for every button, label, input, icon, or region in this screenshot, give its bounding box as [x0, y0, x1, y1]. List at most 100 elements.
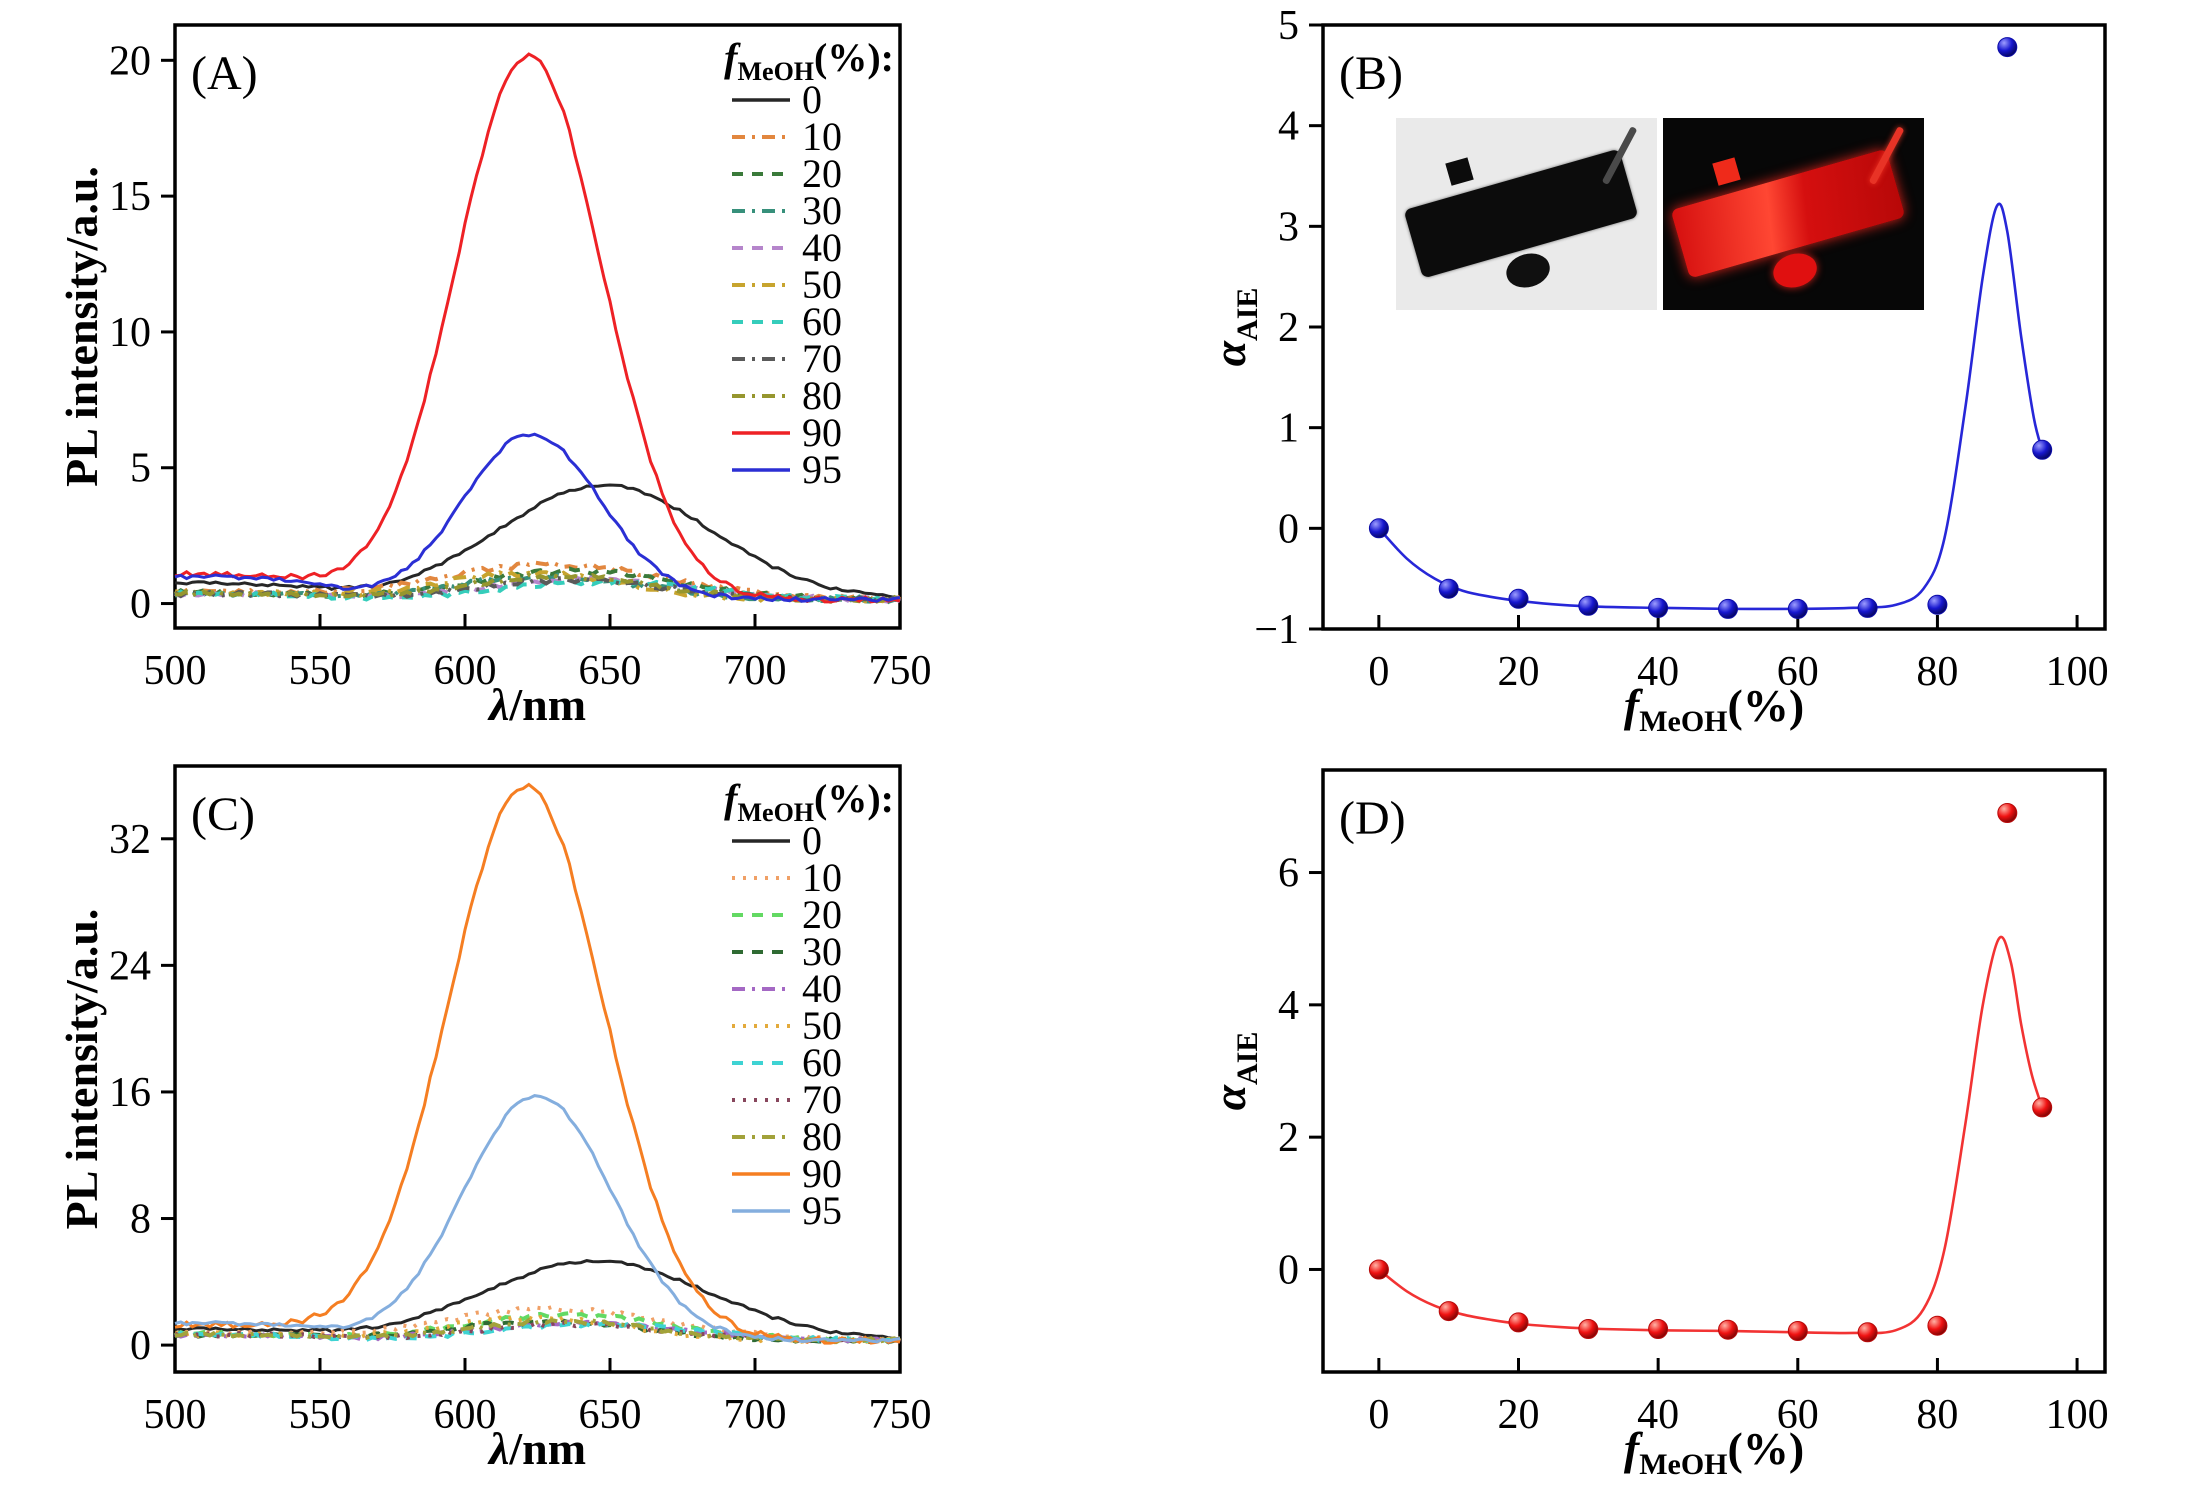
series-line-0	[174, 483, 900, 599]
data-point-90	[1997, 37, 2018, 58]
legend-title: fMeOH(%):	[724, 776, 894, 827]
data-point-0	[1368, 1259, 1389, 1280]
data-point-60	[1787, 598, 1808, 619]
data-point-60	[1787, 1321, 1808, 1341]
x-tick-label: 20	[1498, 649, 1540, 695]
fit-curve	[1377, 202, 2044, 611]
legend-label-0: 0	[802, 818, 822, 863]
x-tick-label: 650	[579, 648, 642, 694]
y-tick-label: 5	[1278, 3, 1299, 49]
y-tick-label: 32	[109, 817, 151, 863]
y-tick-label: 4	[1278, 104, 1299, 150]
x-tick-label: 700	[724, 648, 787, 694]
x-tick-label: 700	[724, 1392, 787, 1438]
legend-label-0: 0	[802, 77, 822, 122]
plot-border	[1321, 768, 2107, 1374]
y-tick-label: 0	[130, 582, 151, 628]
legend-label-80: 80	[802, 373, 842, 418]
y-tick-label: 16	[109, 1070, 151, 1116]
y-tick-label: 2	[1278, 305, 1299, 351]
series-line-95	[174, 1094, 901, 1344]
x-axis-label: λ/nm	[487, 1423, 586, 1474]
legend-label-20: 20	[802, 892, 842, 937]
data-point-80	[1927, 1315, 1948, 1336]
x-tick-label: 100	[2046, 1392, 2109, 1438]
y-axis-label: PL intensity/a.u.	[56, 909, 107, 1230]
x-tick-label: 80	[1916, 649, 1958, 695]
legend-label-50: 50	[802, 262, 842, 307]
legend-label-90: 90	[802, 410, 842, 455]
crystal-ridge-glow	[1712, 157, 1742, 187]
y-tick-label: 0	[1278, 1247, 1299, 1293]
series-line-0	[174, 1259, 900, 1341]
x-tick-label: 650	[579, 1392, 642, 1438]
series-line-80	[174, 572, 901, 604]
panel-b-chart: 0 20 40 60 80 100 −1 0 1 2 3 4 5 (B) fMeOH(%) αAIE	[1204, 3, 2109, 738]
x-tick-label: 550	[289, 1392, 352, 1438]
data-point-20	[1508, 1312, 1529, 1333]
series-line-90	[174, 52, 901, 604]
plot-border	[173, 23, 902, 630]
y-tick-label: 2	[1278, 1115, 1299, 1161]
fit-curve	[1378, 935, 2044, 1335]
y-tick-label: 5	[130, 446, 151, 492]
data-point-70	[1857, 1322, 1878, 1343]
legend-label-40: 40	[802, 966, 842, 1011]
panel-label: (D)	[1339, 792, 1406, 845]
x-tick-label: 0	[1368, 649, 1389, 695]
x-tick-label: 600	[434, 1392, 497, 1438]
legend-label-60: 60	[802, 299, 842, 344]
legend-label-60: 60	[802, 1040, 842, 1085]
x-tick-label: 600	[434, 648, 497, 694]
y-tick-label: 1	[1278, 406, 1299, 452]
y-axis-label: PL intensity/a.u.	[56, 166, 107, 487]
data-point-30	[1578, 595, 1599, 616]
crystal-photo-fluorescent	[1663, 118, 1924, 310]
legend-label-95: 95	[802, 447, 842, 492]
legend-label-70: 70	[802, 1077, 842, 1122]
x-tick-label: 500	[144, 1392, 207, 1438]
y-tick-label: 4	[1278, 983, 1299, 1029]
legend-label-80: 80	[802, 1114, 842, 1159]
x-tick-label: 550	[289, 648, 352, 694]
data-point-70	[1857, 597, 1878, 618]
legend-label-20: 20	[802, 151, 842, 196]
y-tick-label: −1	[1254, 607, 1299, 653]
x-tick-label: 500	[144, 648, 207, 694]
y-tick-label: 3	[1278, 204, 1299, 250]
legend-label-30: 30	[802, 188, 842, 233]
data-point-0	[1368, 518, 1389, 539]
panel-d-chart: 0 20 40 60 80 100 0 2 4 6 (D) fMeOH(%) αAIE	[1204, 768, 2109, 1481]
x-tick-label: 20	[1498, 1392, 1540, 1438]
x-axis-label: λ/nm	[487, 679, 586, 730]
plot-border	[1321, 23, 2107, 631]
x-tick-label: 80	[1916, 1392, 1958, 1438]
data-point-90	[1997, 803, 2018, 823]
data-point-95	[2032, 1097, 2053, 1118]
legend-label-10: 10	[802, 855, 842, 900]
y-tick-label: 8	[130, 1197, 151, 1243]
crystal-bump-glow	[1768, 248, 1821, 293]
data-point-40	[1648, 1319, 1669, 1339]
panel-label: (C)	[191, 788, 255, 841]
x-tick-label: 60	[1777, 649, 1819, 695]
data-point-50	[1718, 1319, 1738, 1340]
y-tick-label: 0	[1278, 506, 1299, 552]
crystal-photo-brightfield	[1396, 118, 1657, 310]
legend-label-90: 90	[802, 1151, 842, 1196]
x-tick-label: 40	[1637, 1392, 1679, 1438]
series-line-95	[174, 432, 901, 603]
x-tick-label: 100	[2046, 649, 2109, 695]
x-axis-label: fMeOH(%)	[1624, 1423, 1804, 1481]
x-tick-label: 60	[1777, 1392, 1819, 1438]
y-axis-label: αAIE	[1204, 1032, 1264, 1111]
y-tick-label: 10	[109, 310, 151, 356]
y-tick-label: 15	[109, 174, 151, 220]
x-tick-label: 40	[1637, 649, 1679, 695]
plot-border	[173, 764, 902, 1374]
data-point-10	[1438, 1301, 1459, 1322]
y-axis-label: αAIE	[1204, 288, 1264, 367]
